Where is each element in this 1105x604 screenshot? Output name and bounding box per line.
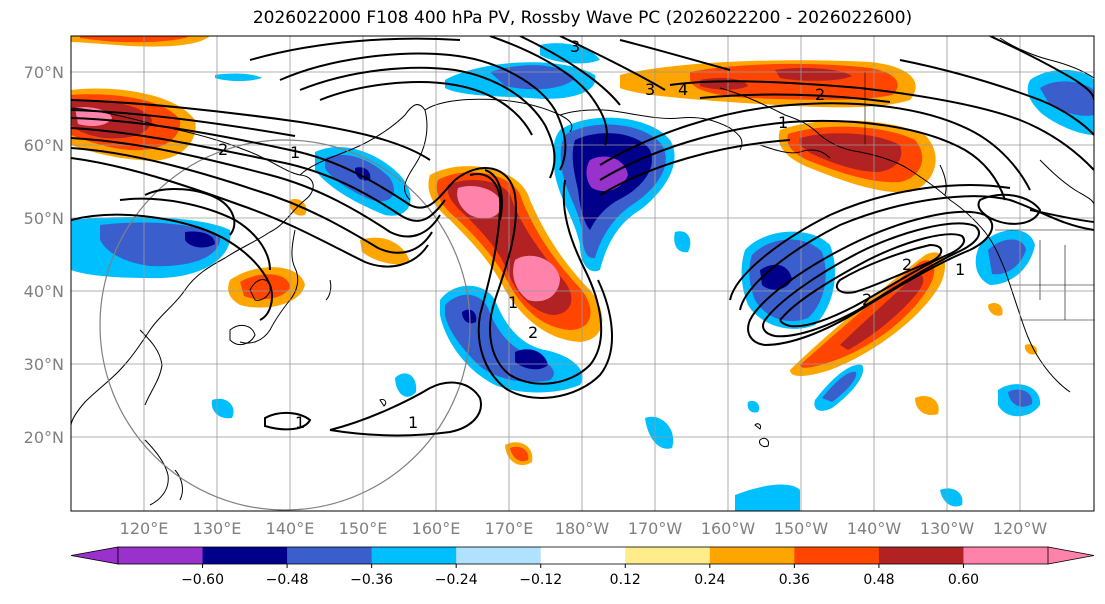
lon-label: 160°E <box>412 519 461 538</box>
lon-label: 140°W <box>847 519 902 538</box>
lon-label: 130°W <box>920 519 975 538</box>
lat-label: 50°N <box>24 209 64 228</box>
colorbar-extend-low <box>70 546 119 565</box>
colorbar-segment <box>371 547 457 564</box>
lon-labels: 120°E 130°E 140°E 150°E 160°E 170°E 180°… <box>120 519 1048 538</box>
map-frame <box>70 35 1095 512</box>
contour-labels: 1 2 3 4 1 2 1 2 3 1 2 1 2 1 <box>218 37 965 432</box>
borders <box>864 72 1094 321</box>
contour-label: 2 <box>902 255 912 274</box>
colorbar-segment <box>456 547 542 564</box>
lat-label: 40°N <box>24 282 64 301</box>
contour-label: 1 <box>408 413 418 432</box>
colorbar-tick-label: 0.36 <box>779 572 810 588</box>
contour-label: 2 <box>218 140 228 159</box>
colorbar-segment <box>878 547 964 564</box>
colorbar-outline <box>117 546 1049 565</box>
contour-label: 1 <box>955 260 965 279</box>
colorbar-segment <box>794 547 880 564</box>
lat-label: 60°N <box>24 136 64 155</box>
contour-label: 4 <box>678 80 688 99</box>
colorbar-tick-label: 0.48 <box>863 572 894 588</box>
colorbar: −0.60 −0.48 −0.36 −0.24 −0.12 0.12 0.24 0.36 0.4… <box>70 546 1095 588</box>
colorbar-segment <box>202 547 288 564</box>
colorbar-extend-high <box>1047 546 1095 565</box>
lon-label: 150°E <box>339 519 388 538</box>
colorbar-tick-label: 0.12 <box>610 572 641 588</box>
contour-label: 2 <box>528 323 538 342</box>
colorbar-tick-label: 0.60 <box>948 572 979 588</box>
contour-label: 1 <box>295 413 305 432</box>
colorbar-segment <box>709 547 795 564</box>
contour-label: 1 <box>508 293 518 312</box>
contour-label: 2 <box>815 85 825 104</box>
contour-label: 3 <box>645 80 655 99</box>
lat-label: 30°N <box>24 355 64 374</box>
coastlines <box>71 37 1094 506</box>
contour-label: 3 <box>570 37 580 56</box>
lon-label: 150°W <box>774 519 829 538</box>
range-circle <box>99 139 471 511</box>
contour-label: 1 <box>778 113 788 132</box>
pv-contours <box>71 36 1094 437</box>
lon-label: 170°E <box>485 519 534 538</box>
contour-label: 1 <box>290 143 300 162</box>
lon-label: 120°W <box>993 519 1048 538</box>
lon-label: 130°E <box>193 519 242 538</box>
colorbar-tick-label: −0.48 <box>266 572 309 588</box>
lon-label: 170°W <box>628 519 683 538</box>
colorbar-segment <box>287 547 373 564</box>
colorbar-segment <box>963 547 1049 564</box>
lon-label: 180°W <box>555 519 610 538</box>
colorbar-tick-label: −0.24 <box>435 572 478 588</box>
lon-label: 140°E <box>266 519 315 538</box>
lon-label: 160°W <box>701 519 756 538</box>
map-panel: 1 2 3 4 1 2 1 2 3 1 2 1 2 1 <box>71 36 1094 511</box>
colorbar-tick-label: −0.36 <box>350 572 393 588</box>
contour-label: 2 <box>862 290 872 309</box>
lat-labels: 70°N 60°N 50°N 40°N 30°N 20°N <box>24 63 64 447</box>
lat-label: 20°N <box>24 428 64 447</box>
colorbar-tick-label: −0.12 <box>519 572 562 588</box>
lat-label: 70°N <box>24 63 64 82</box>
colorbar-segment <box>540 547 626 564</box>
colorbar-segment <box>118 547 204 564</box>
colorbar-tick-label: 0.24 <box>694 572 725 588</box>
colorbar-segment <box>625 547 711 564</box>
page-title: 2026022000 F108 400 hPa PV, Rossby Wave … <box>252 8 913 28</box>
lon-label: 120°E <box>120 519 169 538</box>
colorbar-tick-label: −0.60 <box>181 572 224 588</box>
